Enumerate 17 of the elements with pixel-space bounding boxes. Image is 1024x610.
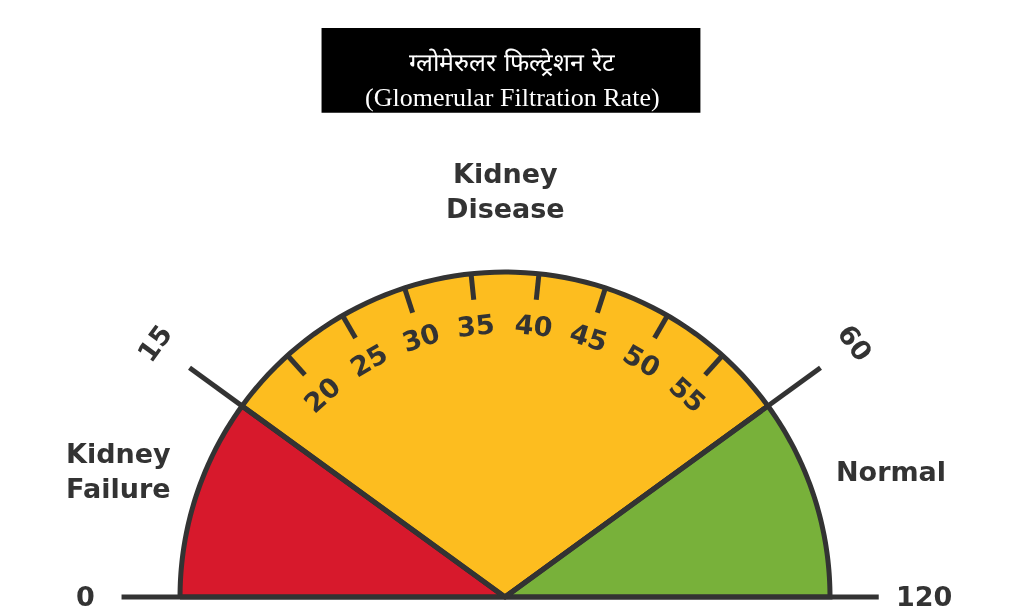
- slice-label: Normal: [836, 456, 947, 487]
- chart-title: ग्लोमेरुलर फिल्ट्रेशन रेट: [409, 48, 615, 77]
- text: 0: [76, 581, 95, 610]
- text: 45: [566, 316, 612, 358]
- chart-subtitle: (Glomerular Filtration Rate): [365, 83, 660, 112]
- text: 55: [663, 370, 712, 419]
- slice-label: Kidney Failure: [66, 438, 172, 505]
- text: 60: [831, 318, 879, 368]
- text: 50: [617, 337, 666, 384]
- text: 40: [513, 308, 555, 343]
- text: 15: [131, 318, 179, 368]
- text: 20: [297, 370, 347, 419]
- text: 30: [398, 316, 444, 358]
- text: 35: [455, 308, 497, 343]
- text: 120: [896, 581, 953, 610]
- slice-label: Kidney Disease: [446, 158, 565, 225]
- text: 25: [344, 337, 393, 384]
